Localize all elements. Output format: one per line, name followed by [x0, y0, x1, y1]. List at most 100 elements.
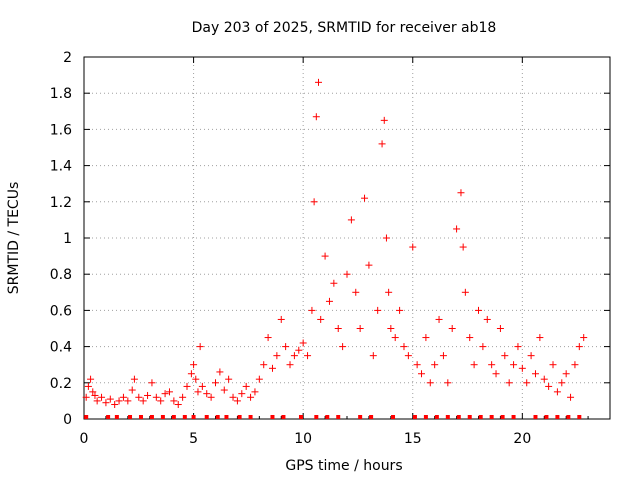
- data-point: [321, 252, 329, 260]
- data-point: [391, 334, 399, 342]
- data-point: [549, 361, 557, 369]
- data-point: [220, 386, 228, 394]
- data-point: [475, 306, 482, 314]
- x-tick-label: 5: [189, 431, 198, 447]
- data-point: [148, 379, 156, 387]
- data-point: [102, 399, 110, 407]
- data-point: [483, 315, 491, 323]
- data-point: [396, 306, 404, 314]
- data-point: [157, 397, 165, 405]
- data-point: [492, 370, 500, 378]
- y-tick-label: 1.2: [50, 195, 72, 211]
- data-point: [479, 343, 487, 351]
- data-point: [545, 382, 553, 390]
- y-tick-label: 1.4: [50, 159, 72, 175]
- data-point: [315, 78, 323, 86]
- plot-border: [83, 56, 611, 420]
- data-point: [418, 370, 426, 378]
- data-point: [387, 325, 395, 332]
- gap-marker: [237, 415, 242, 419]
- data-point: [170, 397, 178, 405]
- data-point: [334, 325, 342, 332]
- data-point: [501, 352, 509, 360]
- data-point: [229, 393, 237, 401]
- gap-marker: [358, 415, 363, 419]
- data-point: [459, 243, 467, 251]
- data-point: [196, 343, 204, 351]
- gap-marker: [84, 415, 89, 419]
- data-point: [273, 352, 281, 360]
- data-point: [356, 325, 364, 332]
- gap-marker: [314, 415, 319, 419]
- data-point: [216, 368, 224, 376]
- data-point: [165, 388, 173, 396]
- gap-marker: [114, 415, 119, 419]
- data-point: [238, 390, 246, 398]
- data-point: [119, 393, 127, 401]
- data-point: [310, 198, 318, 206]
- data-point: [135, 393, 143, 401]
- data-point: [212, 379, 219, 387]
- data-point: [198, 382, 206, 390]
- data-point: [540, 375, 548, 383]
- data-point: [91, 391, 99, 399]
- data-point: [409, 243, 417, 251]
- data-point: [466, 334, 474, 342]
- gap-marker: [149, 415, 154, 419]
- data-point: [422, 334, 430, 342]
- data-point: [295, 346, 303, 354]
- data-point: [439, 352, 447, 360]
- gap-marker: [445, 415, 450, 419]
- axes: [83, 56, 611, 420]
- data-point: [203, 390, 211, 398]
- data-point: [553, 388, 561, 396]
- data-point: [400, 343, 408, 351]
- gap-marker: [106, 415, 111, 419]
- gap-marker: [533, 415, 538, 419]
- gap-marker: [270, 415, 275, 419]
- data-point: [514, 343, 522, 351]
- gap-marker: [391, 415, 396, 419]
- data-point: [518, 364, 526, 372]
- y-tick-label: 0: [63, 412, 72, 428]
- data-point: [453, 225, 461, 233]
- data-point: [488, 361, 496, 369]
- data-point: [580, 334, 588, 342]
- x-tick-label: 15: [404, 431, 422, 447]
- data-point: [277, 315, 285, 323]
- data-point: [82, 393, 90, 401]
- data-point: [343, 270, 351, 278]
- gap-marker: [478, 415, 483, 419]
- data-point: [431, 361, 439, 369]
- gap-marker: [138, 415, 143, 419]
- x-ticks: 0 5 10 15 20: [80, 57, 589, 447]
- y-tick-label: 1.8: [50, 86, 72, 102]
- data-point: [187, 370, 195, 378]
- y-axis-label: SRMTID / TECUs: [6, 182, 22, 295]
- data-point: [290, 352, 298, 360]
- data-point: [242, 382, 250, 390]
- data-point: [317, 315, 325, 323]
- y-tick-label: 2: [63, 50, 72, 66]
- gap-marker: [544, 415, 549, 419]
- data-point: [89, 388, 97, 396]
- data-point: [233, 397, 241, 405]
- data-point: [382, 234, 390, 242]
- data-point: [562, 370, 570, 378]
- gap-marker: [336, 415, 341, 419]
- x-axis-label: GPS time / hours: [285, 458, 402, 474]
- gap-marker: [204, 415, 209, 419]
- gap-marker: [434, 415, 439, 419]
- data-point: [374, 306, 382, 314]
- data-point: [282, 343, 290, 351]
- data-point: [260, 361, 268, 369]
- data-point: [444, 379, 452, 387]
- gap-marker: [500, 415, 505, 419]
- data-point: [330, 279, 338, 287]
- data-point: [448, 325, 456, 332]
- data-point: [426, 379, 434, 387]
- y-ticks: 0 0.2 0.4 0.6 0.8 1 1.2 1.4 1.6 1.8 2: [50, 50, 610, 428]
- data-point: [347, 216, 355, 224]
- gap-marker: [577, 415, 582, 419]
- data-point: [130, 375, 138, 383]
